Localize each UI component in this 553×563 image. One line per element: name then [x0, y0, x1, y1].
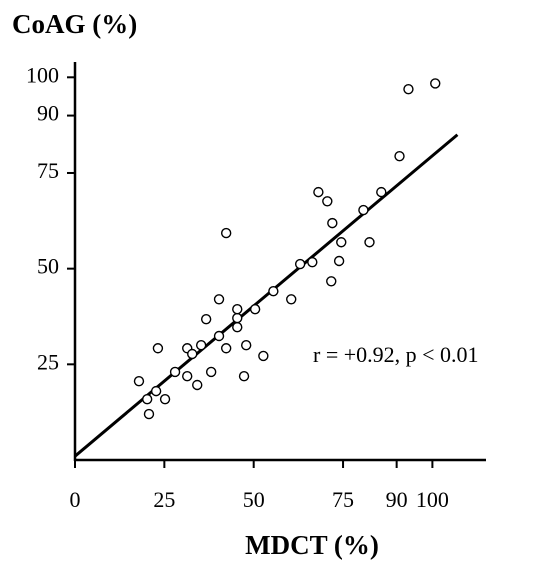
data-point	[232, 312, 243, 324]
y-tick-label: 50	[37, 254, 59, 279]
data-point	[358, 204, 369, 216]
data-point	[169, 366, 181, 378]
data-point	[220, 343, 232, 354]
data-point	[333, 255, 345, 267]
data-point	[213, 294, 225, 305]
data-point	[430, 78, 441, 89]
data-point	[376, 186, 387, 198]
data-point	[336, 237, 347, 248]
data-point	[268, 286, 279, 297]
data-point	[232, 322, 243, 333]
data-point	[213, 330, 225, 342]
data-point	[313, 186, 324, 198]
data-point	[187, 348, 198, 360]
data-point	[238, 370, 250, 382]
y-tick-label: 75	[37, 158, 59, 183]
data-point	[200, 313, 212, 325]
data-point	[364, 237, 375, 248]
data-point	[294, 258, 306, 270]
annotation: r = +0.92, p < 0.01	[313, 342, 479, 367]
data-point	[143, 408, 155, 420]
data-point	[141, 393, 153, 405]
data-point	[286, 294, 297, 305]
x-tick-label: 25	[153, 487, 175, 512]
data-point	[394, 150, 405, 162]
data-point	[258, 350, 269, 362]
data-point	[249, 304, 261, 315]
data-point	[159, 393, 171, 405]
data-point	[327, 217, 338, 229]
data-point	[403, 83, 414, 95]
data-point	[205, 366, 217, 378]
x-tick-label: 75	[332, 487, 354, 512]
x-tick-label: 50	[243, 487, 265, 512]
data-point	[240, 339, 252, 351]
x-axis-label: MDCT (%)	[245, 530, 379, 560]
fit-line	[74, 133, 459, 458]
data-point	[220, 227, 232, 239]
x-tick-label: 100	[416, 487, 449, 512]
data-point	[322, 196, 333, 207]
x-tick-label: 90	[386, 487, 408, 512]
y-tick-label: 90	[37, 101, 59, 126]
y-axis-label: CoAG (%)	[12, 9, 137, 39]
data-point	[232, 304, 243, 315]
y-tick-label: 100	[26, 62, 59, 87]
data-point	[326, 276, 337, 287]
data-point	[150, 385, 162, 397]
y-tick-label: 25	[37, 349, 59, 374]
data-point	[192, 379, 203, 391]
data-point	[195, 339, 207, 351]
data-point	[133, 375, 145, 387]
x-tick-label: 0	[70, 487, 81, 512]
data-point	[307, 256, 318, 268]
data-point	[152, 343, 164, 354]
data-point	[182, 370, 193, 382]
